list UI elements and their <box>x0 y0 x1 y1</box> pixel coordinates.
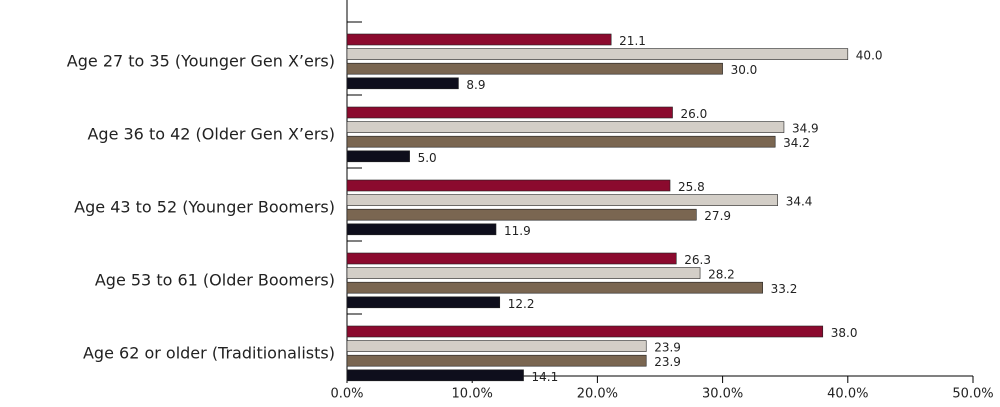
category-label: Age 36 to 42 (Older Gen X’ers) <box>87 125 335 144</box>
bar <box>346 106 673 119</box>
value-label: 26.3 <box>684 253 711 267</box>
value-label: 34.2 <box>783 136 810 150</box>
x-tick-label: 20.0% <box>577 387 618 402</box>
bar <box>346 369 524 382</box>
value-label: 12.2 <box>508 297 535 311</box>
bar <box>346 325 824 338</box>
category-label: Age 27 to 35 (Younger Gen X’ers) <box>67 52 335 71</box>
x-tick-label: 40.0% <box>827 387 868 402</box>
value-label: 11.9 <box>504 224 531 238</box>
value-label: 34.9 <box>792 122 819 136</box>
bar <box>346 194 778 206</box>
value-label: 27.9 <box>704 209 731 223</box>
x-tick-label: 50.0% <box>952 387 993 402</box>
value-label: 25.8 <box>678 180 705 194</box>
x-tick-label: 10.0% <box>452 387 493 402</box>
bar <box>346 223 497 236</box>
value-label: 40.0 <box>856 49 883 63</box>
bar <box>346 77 459 90</box>
bar <box>346 340 647 352</box>
bar <box>346 33 612 46</box>
category-label: Age 43 to 52 (Younger Boomers) <box>74 198 335 217</box>
value-label: 8.9 <box>466 78 485 92</box>
value-label: 14.1 <box>532 370 559 384</box>
value-label: 28.2 <box>708 268 735 282</box>
value-label: 34.4 <box>786 195 813 209</box>
bar <box>346 267 701 279</box>
bar <box>346 281 763 294</box>
value-label: 38.0 <box>831 326 858 340</box>
bar <box>346 252 677 265</box>
category-label: Age 53 to 61 (Older Boomers) <box>95 271 335 290</box>
x-tick-label: 30.0% <box>702 387 743 402</box>
bar <box>346 296 501 309</box>
bar <box>346 62 723 75</box>
bar <box>346 208 697 221</box>
value-label: 21.1 <box>619 34 646 48</box>
bar <box>346 179 671 192</box>
value-label: 23.9 <box>654 341 681 355</box>
x-tick-label: 0.0% <box>330 387 363 402</box>
category-label: Age 62 or older (Traditionalists) <box>83 344 335 363</box>
value-label: 33.2 <box>771 282 798 296</box>
bar <box>346 135 776 148</box>
value-label: 30.0 <box>731 63 758 77</box>
value-label: 23.9 <box>654 355 681 369</box>
bar <box>346 354 647 367</box>
bar <box>346 121 785 133</box>
value-label: 5.0 <box>418 151 437 165</box>
bar <box>346 150 410 163</box>
value-label: 26.0 <box>681 107 708 121</box>
bar <box>346 48 849 60</box>
